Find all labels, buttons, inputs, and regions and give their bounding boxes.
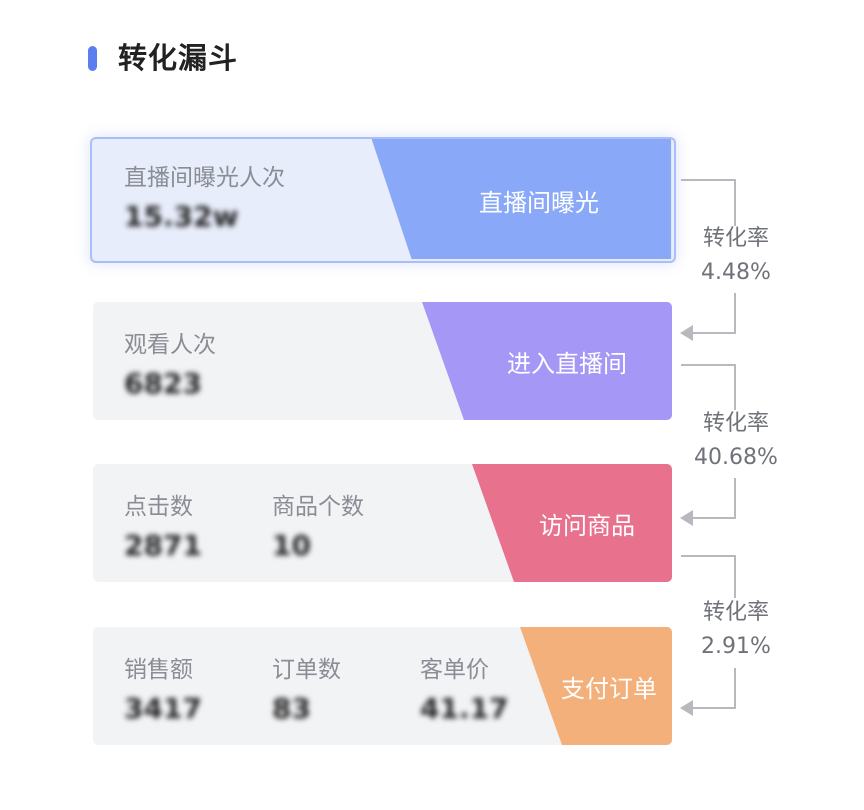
conversion-rate-value: 40.68% (694, 445, 778, 470)
stage-tag-shape (371, 139, 672, 259)
funnel-stage-pay-order[interactable]: 销售额 3417 订单数 83 客单价 41.17 支付订单 (93, 627, 672, 745)
section-title: 转化漏斗 (118, 41, 239, 75)
metric-value: 6823 (124, 367, 202, 400)
funnel-stage-enter-room[interactable]: 观看人次 6823 进入直播间 (93, 302, 672, 420)
stage-tag-label: 进入直播间 (507, 349, 627, 378)
conversion-rate-2: 转化率 40.68% (676, 407, 796, 475)
stage-tag-shape (422, 302, 672, 420)
conversion-rate-3: 转化率 2.91% (676, 596, 796, 664)
stage-tag-shape (472, 464, 672, 582)
funnel-stage-exposure[interactable]: 直播间曝光人次 15.32w 直播间曝光 (90, 137, 676, 263)
conversion-rate-1: 转化率 4.48% (676, 222, 796, 290)
conversion-rate-label: 转化率 (702, 600, 769, 625)
conversion-rate-label: 转化率 (702, 411, 769, 436)
stage-tag-label: 直播间曝光 (479, 188, 599, 217)
metric-label: 商品个数 (272, 494, 364, 520)
metric-value: 2871 (124, 529, 202, 562)
conversion-rate-label: 转化率 (702, 226, 769, 251)
conversion-rate-value: 2.91% (701, 634, 771, 659)
metric-label: 销售额 (124, 657, 193, 683)
metric-value: 10 (272, 529, 311, 562)
metric-value: 3417 (124, 692, 202, 725)
stage-tag-label: 访问商品 (539, 511, 635, 540)
stage-tag-shape (520, 627, 672, 745)
metric-value: 15.32w (124, 200, 239, 233)
section-accent-bar (88, 46, 97, 71)
funnel-stage-visit-product[interactable]: 点击数 2871 商品个数 10 访问商品 (93, 464, 672, 582)
metric-label: 订单数 (272, 657, 341, 683)
conversion-rate-value: 4.48% (701, 260, 771, 285)
metric-label: 直播间曝光人次 (124, 165, 285, 191)
metric-label: 点击数 (124, 494, 193, 520)
metric-value: 83 (272, 692, 311, 725)
metric-label: 客单价 (420, 657, 489, 683)
metric-value: 41.17 (420, 692, 509, 725)
metric-label: 观看人次 (124, 332, 216, 358)
stage-tag-label: 支付订单 (561, 674, 657, 703)
